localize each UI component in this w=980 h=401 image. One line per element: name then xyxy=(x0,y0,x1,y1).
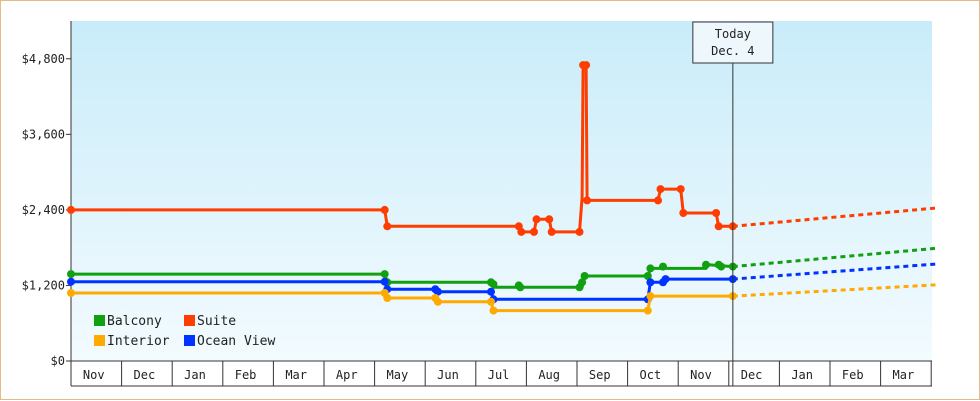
data-point[interactable] xyxy=(380,205,389,214)
today-marker: Today Dec. 4 xyxy=(692,21,774,386)
data-point[interactable] xyxy=(679,209,688,217)
data-point[interactable] xyxy=(714,222,723,231)
x-tick-label: Apr xyxy=(336,368,358,382)
data-point[interactable] xyxy=(545,215,554,224)
x-tick-label: Dec xyxy=(741,368,763,382)
data-point[interactable] xyxy=(661,275,670,284)
data-point[interactable] xyxy=(530,227,538,236)
forecast-line xyxy=(732,283,937,298)
forecast-line xyxy=(732,206,937,228)
legend-label: Ocean View xyxy=(197,334,275,349)
data-point[interactable] xyxy=(532,215,541,224)
data-point[interactable] xyxy=(676,185,685,194)
y-tick-label: $4,800 xyxy=(22,52,65,66)
data-point[interactable] xyxy=(717,262,726,271)
data-point[interactable] xyxy=(656,185,665,194)
data-point[interactable] xyxy=(643,272,652,280)
legend-swatch xyxy=(184,315,195,326)
data-point[interactable] xyxy=(583,196,592,205)
x-tick-label: Jan xyxy=(184,368,206,382)
data-point[interactable] xyxy=(67,205,75,214)
y-tick-label: $0 xyxy=(51,354,65,368)
series-ocean-view xyxy=(67,262,937,304)
x-tick-label: Jun xyxy=(437,368,459,382)
data-point[interactable] xyxy=(517,227,526,236)
data-point[interactable] xyxy=(380,277,389,286)
y-tick-label: $3,600 xyxy=(22,127,65,141)
x-axis: Nov Dec Jan Feb Mar Apr May Jun Jul Aug Sep Oct Nov D… xyxy=(70,360,932,387)
data-point[interactable] xyxy=(580,272,589,280)
data-point[interactable] xyxy=(67,289,75,297)
legend-label: Balcony xyxy=(107,314,162,329)
data-point[interactable] xyxy=(643,306,652,315)
legend-label: Suite xyxy=(197,314,236,329)
series-layer xyxy=(67,61,937,315)
data-point[interactable] xyxy=(489,280,498,289)
data-point[interactable] xyxy=(646,292,655,301)
x-tick-label: Nov xyxy=(83,368,105,382)
legend: Balcony Suite Interior Ocean View xyxy=(94,314,275,349)
data-point[interactable] xyxy=(575,227,584,236)
series-suite xyxy=(67,61,937,236)
data-point[interactable] xyxy=(659,262,667,271)
y-tick-label: $2,400 xyxy=(22,203,65,217)
data-point[interactable] xyxy=(547,227,556,236)
data-point[interactable] xyxy=(383,294,392,302)
data-point[interactable] xyxy=(654,196,662,205)
x-tick-label: Jul xyxy=(488,368,510,382)
data-point[interactable] xyxy=(712,209,721,217)
today-label: Today xyxy=(715,27,751,41)
data-point[interactable] xyxy=(433,297,442,306)
x-tick-label: Oct xyxy=(640,368,662,382)
data-point[interactable] xyxy=(487,297,495,306)
data-point[interactable] xyxy=(489,306,498,315)
legend-swatch xyxy=(184,335,195,346)
x-tick-label: May xyxy=(387,368,409,382)
series-interior xyxy=(67,283,937,315)
x-tick-label: Feb xyxy=(235,368,257,382)
data-point[interactable] xyxy=(67,270,75,279)
data-point[interactable] xyxy=(380,270,389,279)
x-tick-label: Aug xyxy=(538,368,560,382)
x-tick-label: Mar xyxy=(285,368,307,382)
today-label-box xyxy=(692,21,774,64)
data-point[interactable] xyxy=(578,278,587,287)
data-point[interactable] xyxy=(582,61,591,70)
x-tick-label: Mar xyxy=(893,368,915,382)
data-point[interactable] xyxy=(487,287,495,296)
plot-background xyxy=(71,21,932,361)
data-point[interactable] xyxy=(646,278,655,287)
data-point[interactable] xyxy=(433,287,442,296)
legend-label: Interior xyxy=(107,334,170,349)
data-point[interactable] xyxy=(383,222,392,231)
x-tick-label: Feb xyxy=(842,368,864,382)
y-axis: $0 $1,200 $2,400 $3,600 $4,800 xyxy=(22,21,72,386)
x-tick-label: Dec xyxy=(134,368,156,382)
today-date: Dec. 4 xyxy=(711,44,754,58)
y-tick-label: $1,200 xyxy=(22,278,65,292)
data-point[interactable] xyxy=(516,283,525,292)
x-tick-label: Sep xyxy=(589,368,611,382)
data-point[interactable] xyxy=(646,264,655,273)
forecast-line xyxy=(732,246,937,269)
x-tick-label: Jan xyxy=(791,368,813,382)
legend-swatch xyxy=(94,335,105,346)
data-point[interactable] xyxy=(67,277,75,286)
legend-swatch xyxy=(94,315,105,326)
forecast-line xyxy=(732,262,937,281)
x-tick-label: Nov xyxy=(690,368,712,382)
data-point[interactable] xyxy=(702,260,710,269)
